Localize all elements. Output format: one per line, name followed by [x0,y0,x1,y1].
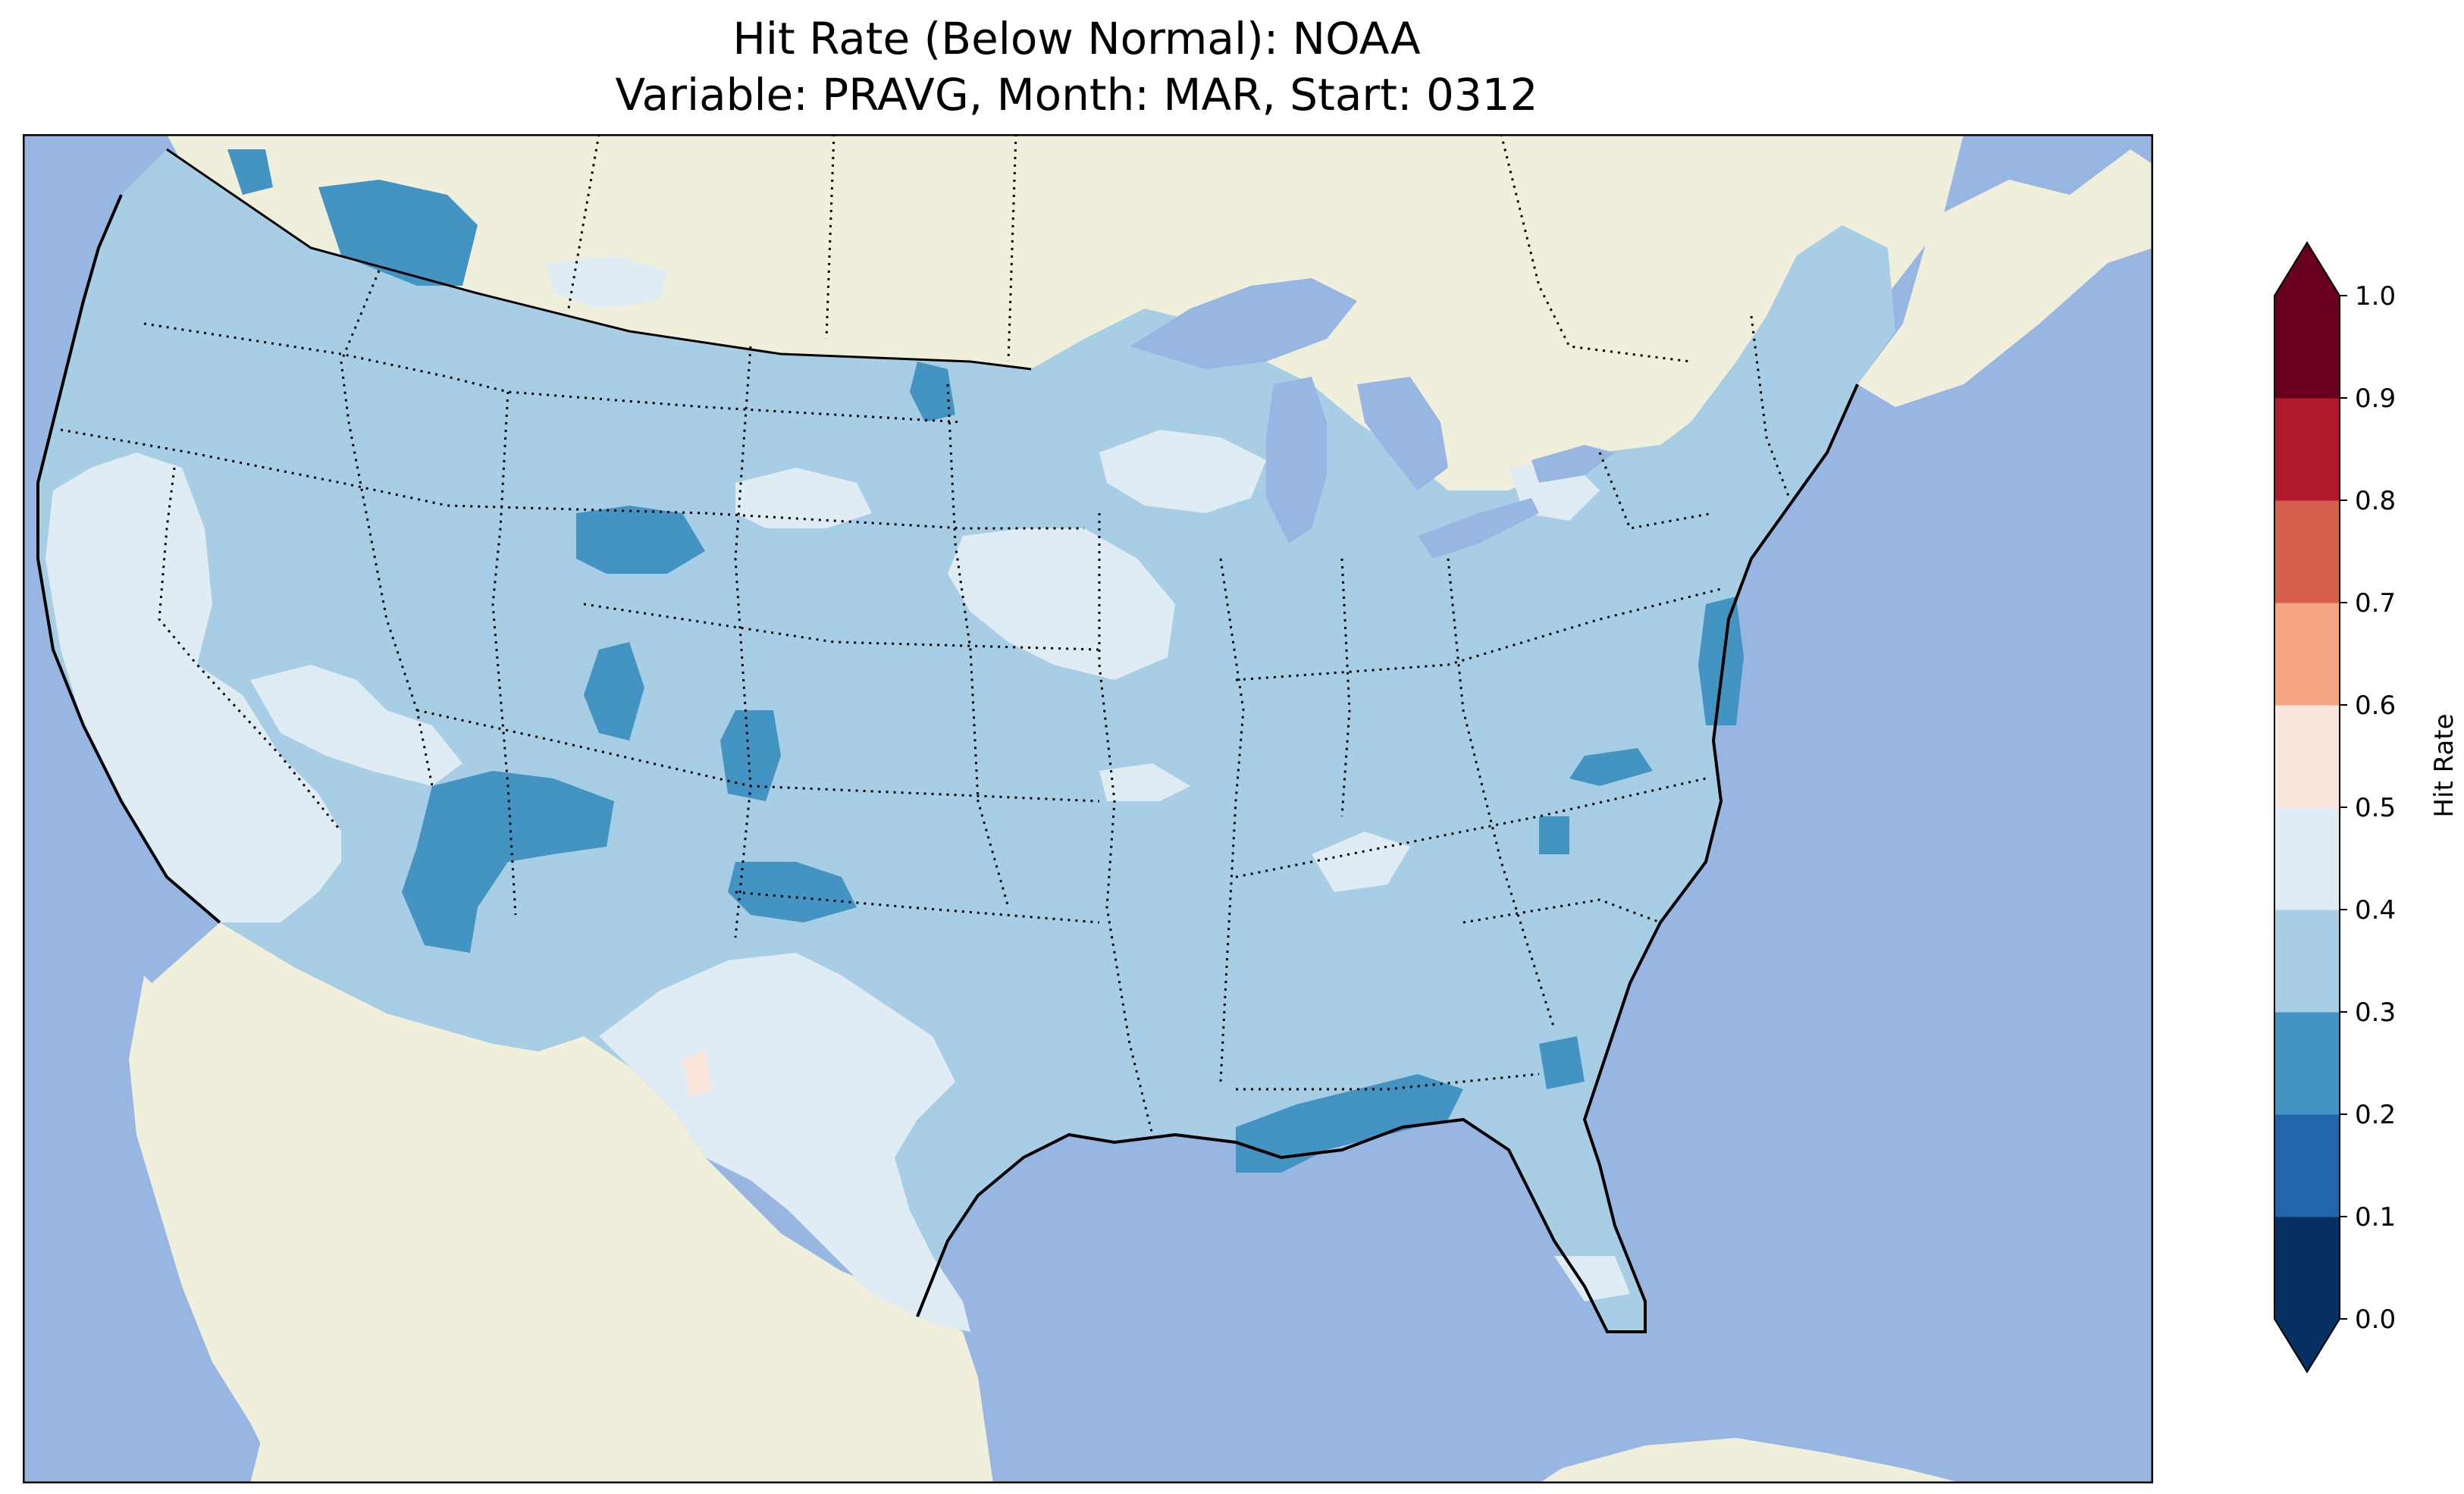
lake-huron [1357,377,1448,490]
province-border [1500,134,1691,363]
state-border [1098,513,1154,1135]
hit-rate-0.5-0.6-texas [682,1051,713,1097]
colorbar-bin [2274,705,2340,808]
hit-rate-0.4-0.5-missouri [1099,763,1190,801]
state-border [1235,777,1707,879]
canada-landmass [167,134,1964,543]
colorbar-bin [2274,1217,2340,1320]
colorbar-bin [2274,398,2340,501]
atlantic-canada [1857,149,2153,407]
colorbar-extend-min [2274,1319,2340,1372]
hit-rate-0.2-0.3-washington [227,149,273,195]
hit-rate-0.2-0.3-north-carolina [1539,816,1569,854]
lake-erie [1418,498,1539,559]
colorbar-tick-label: 0.2 [2355,1100,2396,1130]
colorbar: 0.0 0.1 0.2 0.3 0.4 0.5 0.6 0.7 0.8 0.9 1.0 Hit Ra… [2274,241,2459,1373]
colorbar-tick-label: 0.6 [2355,691,2396,721]
state-border [734,346,752,938]
map-border [23,134,2153,1483]
lake-ontario [1531,445,1615,483]
state-border [946,384,1010,908]
lake-superior [1130,278,1357,369]
colorbar-tick-label: 1.0 [2355,281,2396,312]
colorbar-ticks: 0.0 0.1 0.2 0.3 0.4 0.5 0.6 0.7 0.8 0.9 1.0 [2340,281,2396,1335]
hit-rate-0.4-0.5-nevada [250,665,462,786]
us-coastline [36,194,1859,1333]
hit-rate-0.2-0.3-virginia [1569,748,1653,786]
mexico-landmass [152,922,993,1483]
state-border [1462,898,1661,924]
colorbar-tick-label: 0.1 [2355,1202,2396,1232]
map-panel [23,134,2153,1483]
hit-rate-0.2-0.3-utah-arizona [402,771,614,953]
colorbar-tick-label: 0.4 [2355,895,2396,926]
map-title-line-2: Variable: PRAVG, Month: MAR, Start: 0312 [615,69,1538,121]
state-border [60,428,1084,530]
hit-rate-0.4-0.5-south-dakota [735,468,872,528]
state-border [1235,587,1722,681]
hit-rate-0.2-0.3-wyoming [576,506,705,574]
colorbar-bins [2274,241,2340,1373]
us-canada-border [166,148,1032,371]
colorbar-tick-label: 0.5 [2355,793,2396,823]
state-border [1447,558,1556,1029]
state-border [583,603,1100,651]
state-border [158,467,343,832]
lake-michigan [1266,377,1327,543]
hit-rate-0.2-0.3-gulf-coast [1236,1074,1463,1173]
hit-rate-0.2-0.3-delmarva [1698,597,1744,725]
state-border [416,709,1100,803]
state-border [491,391,517,916]
state-border [1598,452,1714,530]
colorbar-bin [2274,1114,2340,1217]
hit-rate-0.2-0.3-georgia-coast [1539,1036,1585,1089]
baja-california [129,976,341,1483]
colorbar-bin [2274,807,2340,910]
map-title-line-1: Hit Rate (Below Normal): NOAA [732,13,1421,64]
hit-rate-0.2-0.3-north-dakota [910,362,955,422]
province-borders [567,134,1691,363]
hit-rate-0.2-0.3-oklahoma [728,862,857,922]
province-border [1007,134,1017,362]
hit-rate-0.2-0.3-kansas-west [720,710,781,801]
hit-rate-0.2-0.3-idaho-montana [318,180,478,286]
hit-rate-0.4-0.5-iowa [948,528,1175,680]
colorbar-bin [2274,296,2340,399]
colorbar-bin [2274,1012,2340,1115]
state-border [1340,558,1351,817]
hit-rate-0.4-0.5-texas [599,953,970,1332]
colorbar-tick-label: 0.0 [2355,1305,2396,1335]
state-borders [60,270,1791,1135]
state-border [1219,558,1245,1082]
state-border [1750,315,1791,499]
hit-rate-0.4-0.5-california [45,453,341,922]
state-border [1236,1073,1540,1091]
state-border [735,891,1100,924]
colorbar-tick-label: 0.9 [2355,384,2396,414]
colorbar-extend-max [2274,243,2340,296]
hit-rate-0.2-0.3-colorado [584,642,644,741]
hit-rate-0.4-0.5-wisconsin [1099,430,1266,513]
colorbar-bin [2274,500,2340,603]
colorbar-bin [2274,603,2340,706]
cuba [1539,1438,1964,1483]
colorbar-tick-label: 0.8 [2355,486,2396,516]
colorbar-bin [2274,910,2340,1013]
colorbar-tick-label: 0.3 [2355,998,2396,1028]
colorbar-label: Hit Rate [2429,713,2459,817]
colorbar-tick-label: 0.7 [2355,588,2396,619]
conus-hit-rate-0.3-0.4 [38,149,1895,1332]
